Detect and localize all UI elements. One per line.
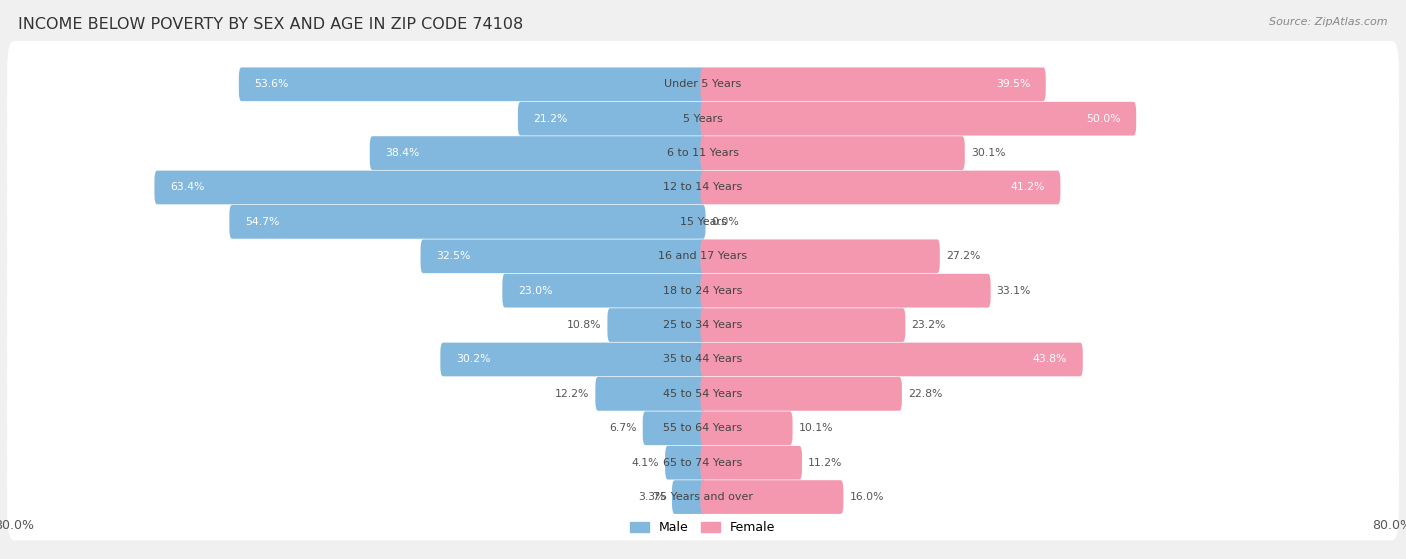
Text: 39.5%: 39.5% xyxy=(995,79,1031,89)
Text: 54.7%: 54.7% xyxy=(245,217,280,227)
FancyBboxPatch shape xyxy=(700,343,1083,376)
FancyBboxPatch shape xyxy=(7,41,1399,127)
Text: 55 to 64 Years: 55 to 64 Years xyxy=(664,423,742,433)
Text: 75 Years and over: 75 Years and over xyxy=(652,492,754,502)
FancyBboxPatch shape xyxy=(155,170,706,205)
FancyBboxPatch shape xyxy=(700,274,991,307)
FancyBboxPatch shape xyxy=(665,446,706,480)
Text: 41.2%: 41.2% xyxy=(1011,182,1045,192)
Text: 30.1%: 30.1% xyxy=(970,148,1005,158)
Text: 12.2%: 12.2% xyxy=(555,389,589,399)
Text: 65 to 74 Years: 65 to 74 Years xyxy=(664,458,742,468)
FancyBboxPatch shape xyxy=(440,343,706,376)
Text: 15 Years: 15 Years xyxy=(679,217,727,227)
FancyBboxPatch shape xyxy=(700,308,905,342)
Text: 25 to 34 Years: 25 to 34 Years xyxy=(664,320,742,330)
Text: 23.0%: 23.0% xyxy=(517,286,553,296)
FancyBboxPatch shape xyxy=(700,239,939,273)
Text: 6 to 11 Years: 6 to 11 Years xyxy=(666,148,740,158)
FancyBboxPatch shape xyxy=(700,377,901,411)
FancyBboxPatch shape xyxy=(502,274,706,307)
Text: 27.2%: 27.2% xyxy=(946,252,980,261)
FancyBboxPatch shape xyxy=(672,480,706,514)
Text: 16.0%: 16.0% xyxy=(849,492,884,502)
Text: 5 Years: 5 Years xyxy=(683,113,723,124)
FancyBboxPatch shape xyxy=(239,68,706,101)
Text: 10.1%: 10.1% xyxy=(799,423,834,433)
Text: 22.8%: 22.8% xyxy=(908,389,942,399)
FancyBboxPatch shape xyxy=(7,178,1399,265)
FancyBboxPatch shape xyxy=(595,377,706,411)
FancyBboxPatch shape xyxy=(7,144,1399,231)
FancyBboxPatch shape xyxy=(700,136,965,170)
Text: 23.2%: 23.2% xyxy=(911,320,946,330)
FancyBboxPatch shape xyxy=(229,205,706,239)
FancyBboxPatch shape xyxy=(420,239,706,273)
FancyBboxPatch shape xyxy=(700,480,844,514)
FancyBboxPatch shape xyxy=(7,247,1399,334)
Text: 21.2%: 21.2% xyxy=(533,113,568,124)
Text: 10.8%: 10.8% xyxy=(567,320,602,330)
FancyBboxPatch shape xyxy=(7,282,1399,368)
FancyBboxPatch shape xyxy=(7,454,1399,541)
Text: 63.4%: 63.4% xyxy=(170,182,204,192)
FancyBboxPatch shape xyxy=(700,446,801,480)
FancyBboxPatch shape xyxy=(700,170,1060,205)
FancyBboxPatch shape xyxy=(7,385,1399,472)
FancyBboxPatch shape xyxy=(7,110,1399,196)
FancyBboxPatch shape xyxy=(7,316,1399,403)
Text: 3.3%: 3.3% xyxy=(638,492,666,502)
FancyBboxPatch shape xyxy=(7,419,1399,506)
Text: 50.0%: 50.0% xyxy=(1085,113,1121,124)
FancyBboxPatch shape xyxy=(370,136,706,170)
FancyBboxPatch shape xyxy=(517,102,706,135)
FancyBboxPatch shape xyxy=(7,75,1399,162)
Text: Under 5 Years: Under 5 Years xyxy=(665,79,741,89)
FancyBboxPatch shape xyxy=(700,102,1136,135)
Legend: Male, Female: Male, Female xyxy=(626,517,780,539)
Text: 0.0%: 0.0% xyxy=(711,217,740,227)
Text: 30.2%: 30.2% xyxy=(456,354,491,364)
Text: 35 to 44 Years: 35 to 44 Years xyxy=(664,354,742,364)
Text: 16 and 17 Years: 16 and 17 Years xyxy=(658,252,748,261)
FancyBboxPatch shape xyxy=(607,308,706,342)
Text: 18 to 24 Years: 18 to 24 Years xyxy=(664,286,742,296)
Text: 38.4%: 38.4% xyxy=(385,148,419,158)
Text: 6.7%: 6.7% xyxy=(609,423,637,433)
Text: Source: ZipAtlas.com: Source: ZipAtlas.com xyxy=(1270,17,1388,27)
Text: 43.8%: 43.8% xyxy=(1033,354,1067,364)
Text: 33.1%: 33.1% xyxy=(997,286,1031,296)
FancyBboxPatch shape xyxy=(7,350,1399,437)
Text: 32.5%: 32.5% xyxy=(436,252,471,261)
FancyBboxPatch shape xyxy=(700,411,793,445)
Text: 11.2%: 11.2% xyxy=(808,458,842,468)
FancyBboxPatch shape xyxy=(7,213,1399,300)
Text: 4.1%: 4.1% xyxy=(631,458,659,468)
Text: 45 to 54 Years: 45 to 54 Years xyxy=(664,389,742,399)
Text: 53.6%: 53.6% xyxy=(254,79,288,89)
FancyBboxPatch shape xyxy=(643,411,706,445)
Text: INCOME BELOW POVERTY BY SEX AND AGE IN ZIP CODE 74108: INCOME BELOW POVERTY BY SEX AND AGE IN Z… xyxy=(18,17,523,32)
FancyBboxPatch shape xyxy=(700,68,1046,101)
Text: 12 to 14 Years: 12 to 14 Years xyxy=(664,182,742,192)
